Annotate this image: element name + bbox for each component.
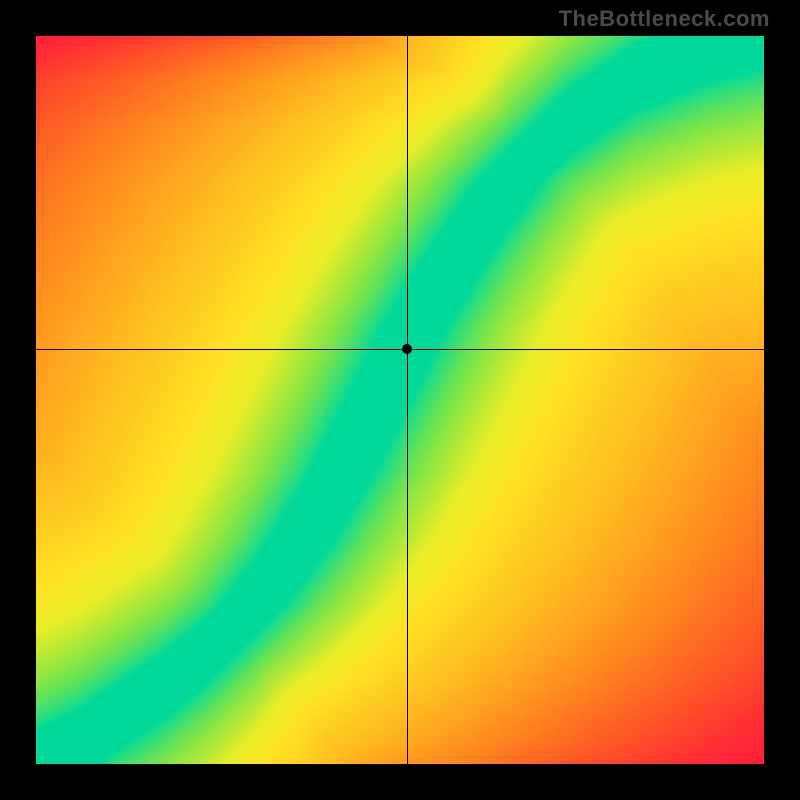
bottleneck-heatmap <box>36 36 764 764</box>
crosshair-horizontal <box>36 349 764 350</box>
selection-marker-dot[interactable] <box>402 344 412 354</box>
crosshair-vertical <box>407 36 408 764</box>
heatmap-plot-area <box>36 36 764 764</box>
watermark-text: TheBottleneck.com <box>559 6 770 32</box>
